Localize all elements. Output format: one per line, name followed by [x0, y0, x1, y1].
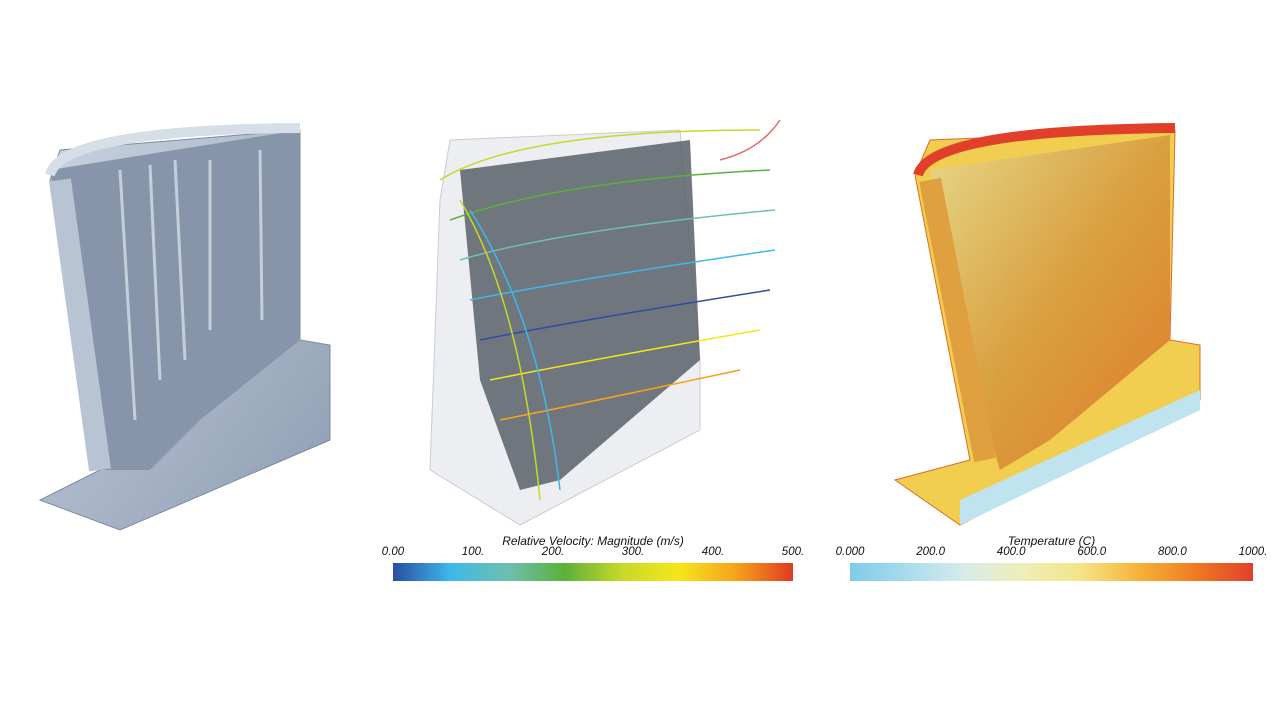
colorbar-tick-label: 100. [461, 546, 485, 558]
colorbar-tick-label: 200.0 [916, 546, 945, 558]
temperature-colorbar-title: Temperature (C) [1007, 534, 1096, 548]
colorbar-tick-label: 0.000 [835, 546, 865, 558]
blade-geometry [38, 123, 331, 531]
colorbar-tick-label: 0.00 [381, 546, 405, 558]
velocity-colorbar [393, 563, 793, 581]
colorbar-tick-label: 300. [621, 546, 645, 558]
blade-temperature [893, 123, 1201, 526]
velocity-colorbar-title: Relative Velocity: Magnitude (m/s) [502, 534, 684, 548]
colorbar-tick-label: 400. [701, 546, 725, 558]
colorbar-tick-label: 1000. [1238, 546, 1268, 558]
colorbar-tick-label: 400.0 [996, 546, 1026, 558]
colorbar-tick-label: 800.0 [1158, 546, 1187, 558]
colorbar-tick-label: 600.0 [1077, 546, 1107, 558]
colorbar-tick-label: 200. [541, 546, 565, 558]
temperature-colorbar [850, 563, 1253, 581]
blade-velocity-streamlines [429, 119, 781, 526]
colorbar-tick-label: 500. [781, 546, 805, 558]
